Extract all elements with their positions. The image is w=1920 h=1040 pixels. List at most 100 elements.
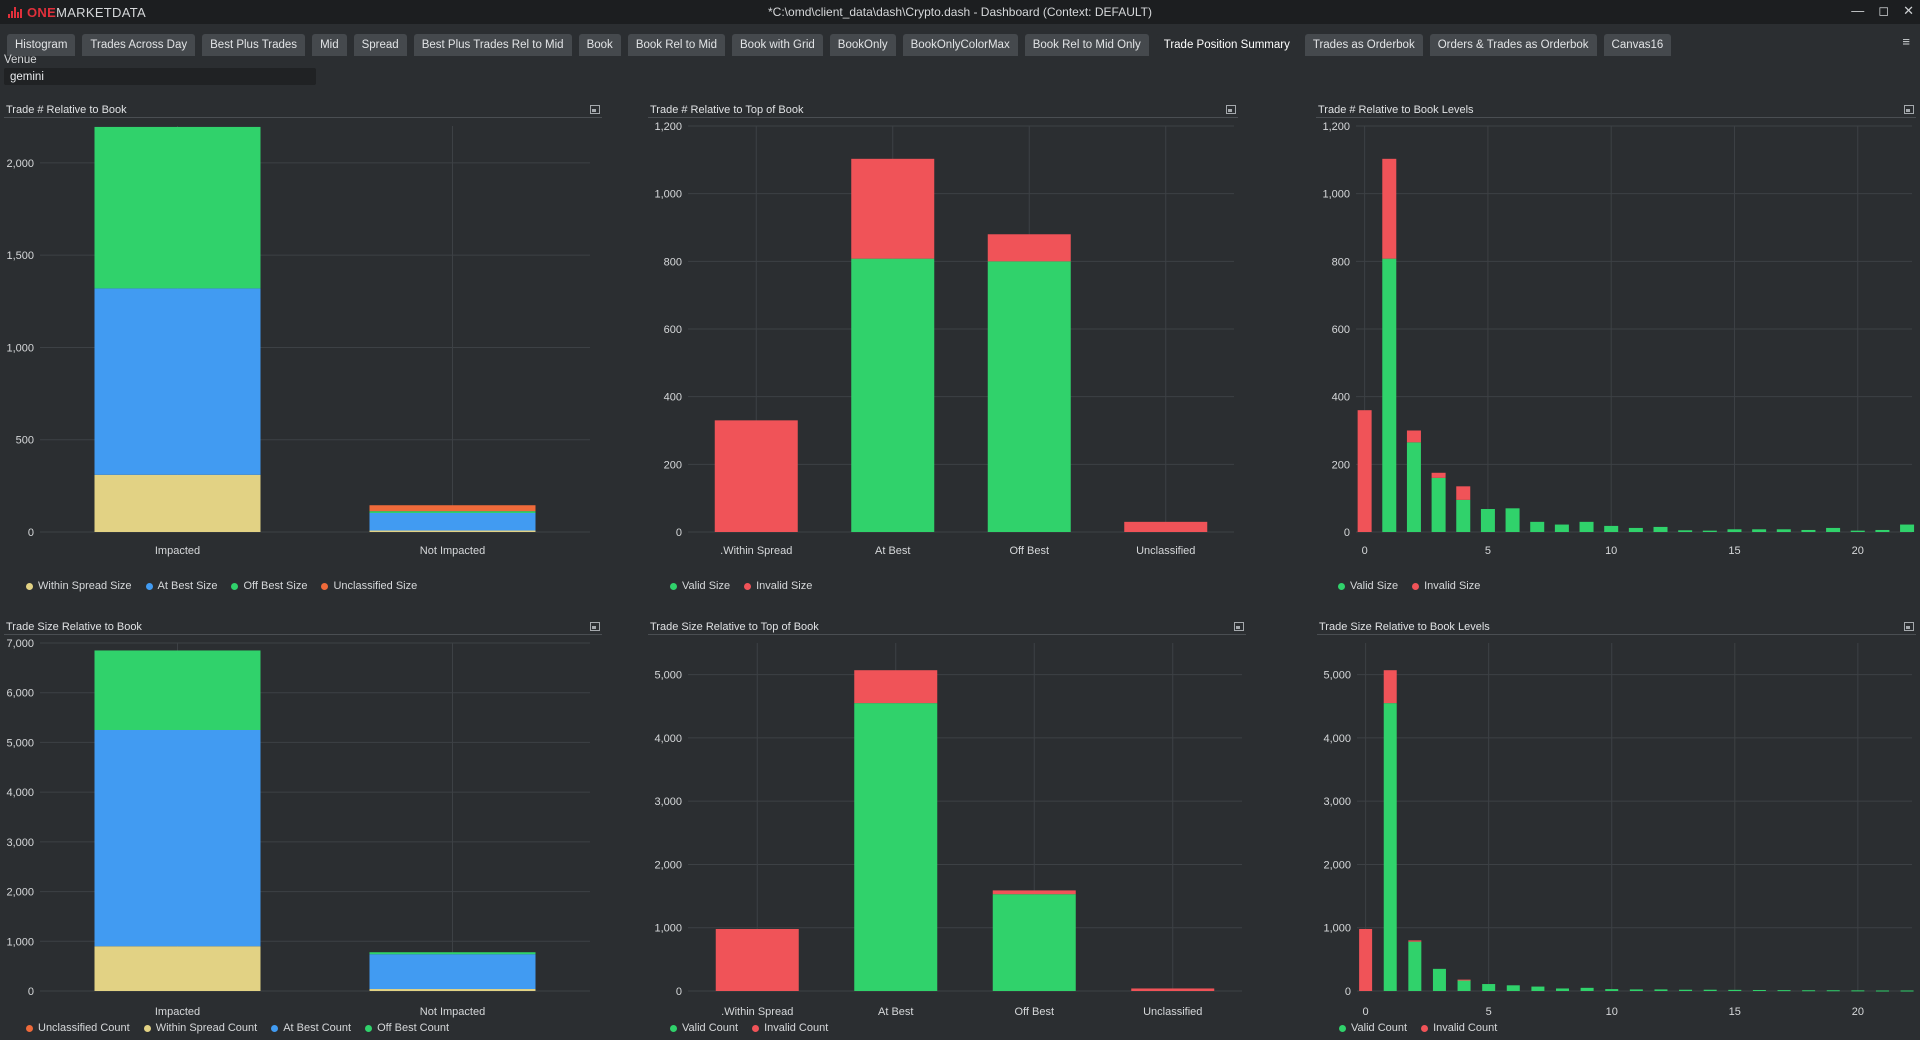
legend-item[interactable]: Within Spread Size	[26, 580, 132, 592]
maximize-panel-icon[interactable]	[590, 622, 600, 631]
tab-histogram[interactable]: Histogram	[7, 34, 76, 56]
bar-segment[interactable]	[1580, 987, 1594, 991]
bar-segment[interactable]	[369, 505, 536, 512]
legend-item[interactable]: Valid Size	[1338, 580, 1398, 592]
bar-segment[interactable]	[1530, 521, 1545, 532]
bar-segment[interactable]	[1752, 989, 1766, 991]
bar-segment[interactable]	[851, 258, 935, 532]
bar-segment[interactable]	[94, 126, 261, 289]
tab-orders-trades-as-orderbok[interactable]: Orders & Trades as Orderbok	[1429, 34, 1597, 56]
bar-segment[interactable]	[1653, 526, 1668, 532]
bar-segment[interactable]	[1605, 989, 1619, 991]
maximize-panel-icon[interactable]	[1234, 622, 1244, 631]
legend-item[interactable]: Within Spread Count	[143, 1022, 257, 1034]
bar-segment[interactable]	[1506, 985, 1520, 991]
tab-best-plus-trades-rel-to-mid[interactable]: Best Plus Trades Rel to Mid	[413, 34, 572, 56]
bar-segment[interactable]	[1432, 968, 1446, 991]
bar-segment[interactable]	[94, 650, 261, 730]
bar-segment[interactable]	[94, 474, 261, 532]
bar-segment[interactable]	[94, 946, 261, 991]
bar-segment[interactable]	[1505, 508, 1520, 532]
tab-trades-as-orderbok[interactable]: Trades as Orderbok	[1304, 34, 1423, 56]
tab-bookonlycolormax[interactable]: BookOnlyColorMax	[902, 34, 1018, 56]
bar-segment[interactable]	[369, 511, 536, 513]
legend-item[interactable]: Invalid Size	[1412, 580, 1480, 592]
legend-item[interactable]: Invalid Count	[1421, 1022, 1497, 1034]
bar-segment[interactable]	[1357, 410, 1372, 532]
bar-segment[interactable]	[1554, 524, 1569, 532]
bar-segment[interactable]	[992, 890, 1076, 895]
bar-segment[interactable]	[1777, 990, 1791, 992]
tab-mid[interactable]: Mid	[312, 34, 347, 56]
bar-segment[interactable]	[369, 530, 536, 532]
bar-segment[interactable]	[1431, 477, 1446, 532]
bar-segment[interactable]	[1531, 986, 1545, 991]
bar-segment[interactable]	[854, 670, 938, 704]
bar-segment[interactable]	[1629, 989, 1643, 991]
tab-book-rel-to-mid[interactable]: Book Rel to Mid	[627, 34, 725, 56]
bar-segment[interactable]	[1456, 486, 1471, 500]
tab-best-plus-trades[interactable]: Best Plus Trades	[202, 34, 306, 56]
bar-segment[interactable]	[1482, 984, 1496, 991]
bar-segment[interactable]	[1131, 988, 1215, 991]
bar-segment[interactable]	[1408, 941, 1422, 991]
bar-segment[interactable]	[1382, 158, 1397, 259]
bar-segment[interactable]	[1408, 940, 1422, 942]
legend-item[interactable]: At Best Size	[145, 580, 217, 592]
bar-segment[interactable]	[1727, 529, 1742, 532]
bar-segment[interactable]	[1801, 529, 1816, 532]
maximize-panel-icon[interactable]	[1226, 105, 1236, 114]
bar-segment[interactable]	[1604, 525, 1619, 532]
bar-segment[interactable]	[1579, 521, 1594, 532]
tab-book-rel-to-mid-only[interactable]: Book Rel to Mid Only	[1024, 34, 1149, 56]
bar-segment[interactable]	[1851, 990, 1865, 992]
close-icon[interactable]: ✕	[1903, 3, 1914, 18]
tab-canvas16[interactable]: Canvas16	[1603, 34, 1672, 56]
bar-segment[interactable]	[1456, 499, 1471, 532]
bar-segment[interactable]	[1702, 530, 1717, 532]
bar-segment[interactable]	[369, 952, 536, 955]
tab-trades-across-day[interactable]: Trades Across Day	[82, 34, 196, 56]
legend-item[interactable]: Invalid Size	[744, 580, 812, 592]
bar-segment[interactable]	[854, 703, 938, 991]
bar-segment[interactable]	[987, 261, 1071, 532]
bar-segment[interactable]	[714, 420, 798, 532]
bar-segment[interactable]	[1359, 928, 1373, 991]
bar-segment[interactable]	[1406, 442, 1421, 532]
bar-segment[interactable]	[1654, 989, 1668, 991]
bar-segment[interactable]	[1679, 989, 1693, 991]
bar-segment[interactable]	[1752, 529, 1767, 532]
hamburger-menu-icon[interactable]: ≡	[1902, 34, 1910, 49]
bar-segment[interactable]	[1875, 990, 1889, 992]
bar-segment[interactable]	[94, 730, 261, 947]
bar-segment[interactable]	[1728, 989, 1742, 991]
maximize-panel-icon[interactable]	[1904, 105, 1914, 114]
maximize-icon[interactable]: ◻	[1878, 3, 1890, 18]
legend-item[interactable]: Off Best Size	[231, 580, 307, 592]
bar-segment[interactable]	[715, 928, 799, 991]
legend-item[interactable]: Invalid Count	[752, 1022, 828, 1034]
bar-segment[interactable]	[1900, 990, 1914, 992]
maximize-panel-icon[interactable]	[1904, 622, 1914, 631]
tab-bookonly[interactable]: BookOnly	[829, 34, 896, 56]
bar-segment[interactable]	[1431, 472, 1446, 478]
bar-segment[interactable]	[1875, 529, 1890, 532]
bar-segment[interactable]	[851, 158, 935, 259]
bar-segment[interactable]	[1124, 521, 1208, 532]
tab-trade-position-summary[interactable]: Trade Position Summary	[1155, 34, 1298, 56]
venue-input[interactable]	[4, 68, 316, 85]
tab-spread[interactable]: Spread	[353, 34, 407, 56]
legend-item[interactable]: Valid Count	[670, 1022, 738, 1034]
bar-segment[interactable]	[1556, 988, 1570, 991]
tab-book-with-grid[interactable]: Book with Grid	[732, 34, 823, 56]
tab-book[interactable]: Book	[578, 34, 621, 56]
bar-segment[interactable]	[992, 894, 1076, 991]
bar-segment[interactable]	[987, 234, 1071, 262]
bar-segment[interactable]	[1826, 527, 1841, 532]
bar-segment[interactable]	[1382, 258, 1397, 532]
bar-segment[interactable]	[1850, 530, 1865, 532]
bar-segment[interactable]	[1480, 508, 1495, 532]
bar-segment[interactable]	[1383, 670, 1397, 704]
legend-item[interactable]: Valid Count	[1339, 1022, 1407, 1034]
bar-segment[interactable]	[1678, 530, 1693, 532]
